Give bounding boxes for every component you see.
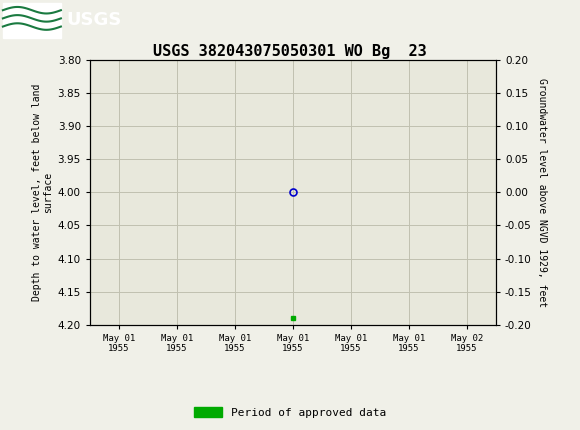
Bar <box>3 3 61 37</box>
Y-axis label: Groundwater level above NGVD 1929, feet: Groundwater level above NGVD 1929, feet <box>537 78 548 307</box>
Text: USGS 382043075050301 WO Bg  23: USGS 382043075050301 WO Bg 23 <box>153 44 427 59</box>
Y-axis label: Depth to water level, feet below land
surface: Depth to water level, feet below land su… <box>32 84 53 301</box>
Text: USGS: USGS <box>67 12 122 29</box>
Legend: Period of approved data: Period of approved data <box>190 403 390 422</box>
